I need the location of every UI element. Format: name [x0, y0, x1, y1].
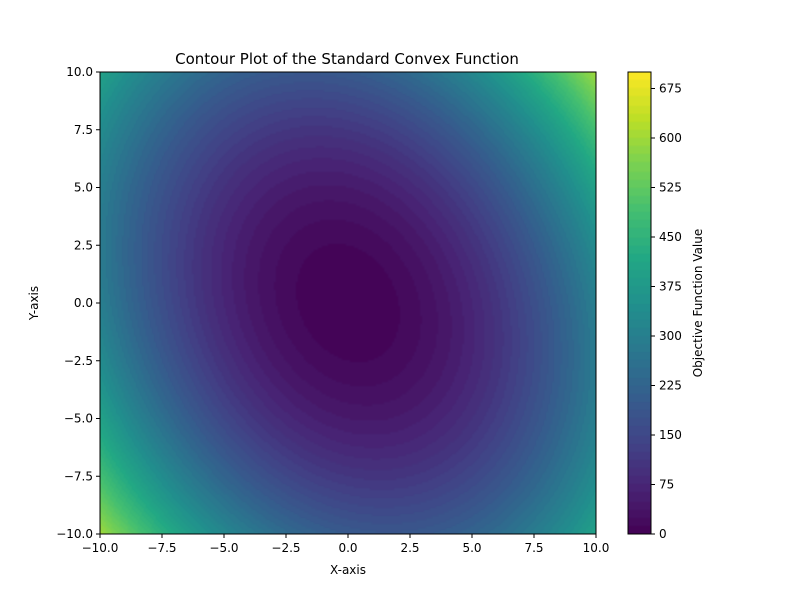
colorbar-ticks: 0 75 150 225 300 375 450 525 600 675: [651, 82, 682, 541]
x-tick-label: 0.0: [338, 541, 357, 555]
y-axis-ticks: −10.0 −7.5 −5.0 −2.5 0.0 2.5 5.0 7.5 10.0: [56, 65, 100, 541]
y-tick-label: −5.0: [64, 412, 93, 426]
colorbar-gradient: [628, 72, 651, 534]
y-tick-label: 0.0: [74, 296, 93, 310]
x-tick-label: −10.0: [82, 541, 119, 555]
chart-title: Contour Plot of the Standard Convex Func…: [175, 50, 519, 68]
colorbar-tick-label: 300: [659, 329, 682, 343]
x-tick-label: 5.0: [462, 541, 481, 555]
colorbar-tick-label: 675: [659, 82, 682, 96]
colorbar-tick-label: 75: [659, 478, 674, 492]
colorbar-tick-label: 225: [659, 379, 682, 393]
y-tick-label: 2.5: [74, 238, 93, 252]
y-tick-label: 5.0: [74, 181, 93, 195]
y-tick-label: −10.0: [56, 527, 93, 541]
colorbar-tick-label: 0: [659, 527, 667, 541]
y-axis-label: Y-axis: [27, 286, 41, 321]
y-tick-label: 7.5: [74, 123, 93, 137]
y-tick-label: −2.5: [64, 354, 93, 368]
colorbar-tick-label: 150: [659, 428, 682, 442]
colorbar-tick-label: 375: [659, 280, 682, 294]
contour-fill: [100, 72, 596, 534]
x-axis-ticks: −10.0 −7.5 −5.0 −2.5 0.0 2.5 5.0 7.5 10.0: [82, 534, 610, 555]
y-tick-label: 10.0: [66, 65, 93, 79]
x-tick-label: −7.5: [147, 541, 176, 555]
colorbar-tick-label: 525: [659, 181, 682, 195]
colorbar-frame: [627, 71, 652, 535]
x-tick-label: 10.0: [583, 541, 610, 555]
contour-plot-area: [100, 72, 596, 534]
y-tick-label: −7.5: [64, 469, 93, 483]
x-tick-label: −2.5: [271, 541, 300, 555]
x-tick-label: 2.5: [400, 541, 419, 555]
colorbar-label: Objective Function Value: [691, 229, 705, 378]
x-tick-label: −5.0: [209, 541, 238, 555]
x-tick-label: 7.5: [524, 541, 543, 555]
colorbar: [628, 72, 651, 534]
x-axis-label: X-axis: [330, 563, 366, 577]
colorbar-tick-label: 450: [659, 230, 682, 244]
colorbar-tick-label: 600: [659, 131, 682, 145]
